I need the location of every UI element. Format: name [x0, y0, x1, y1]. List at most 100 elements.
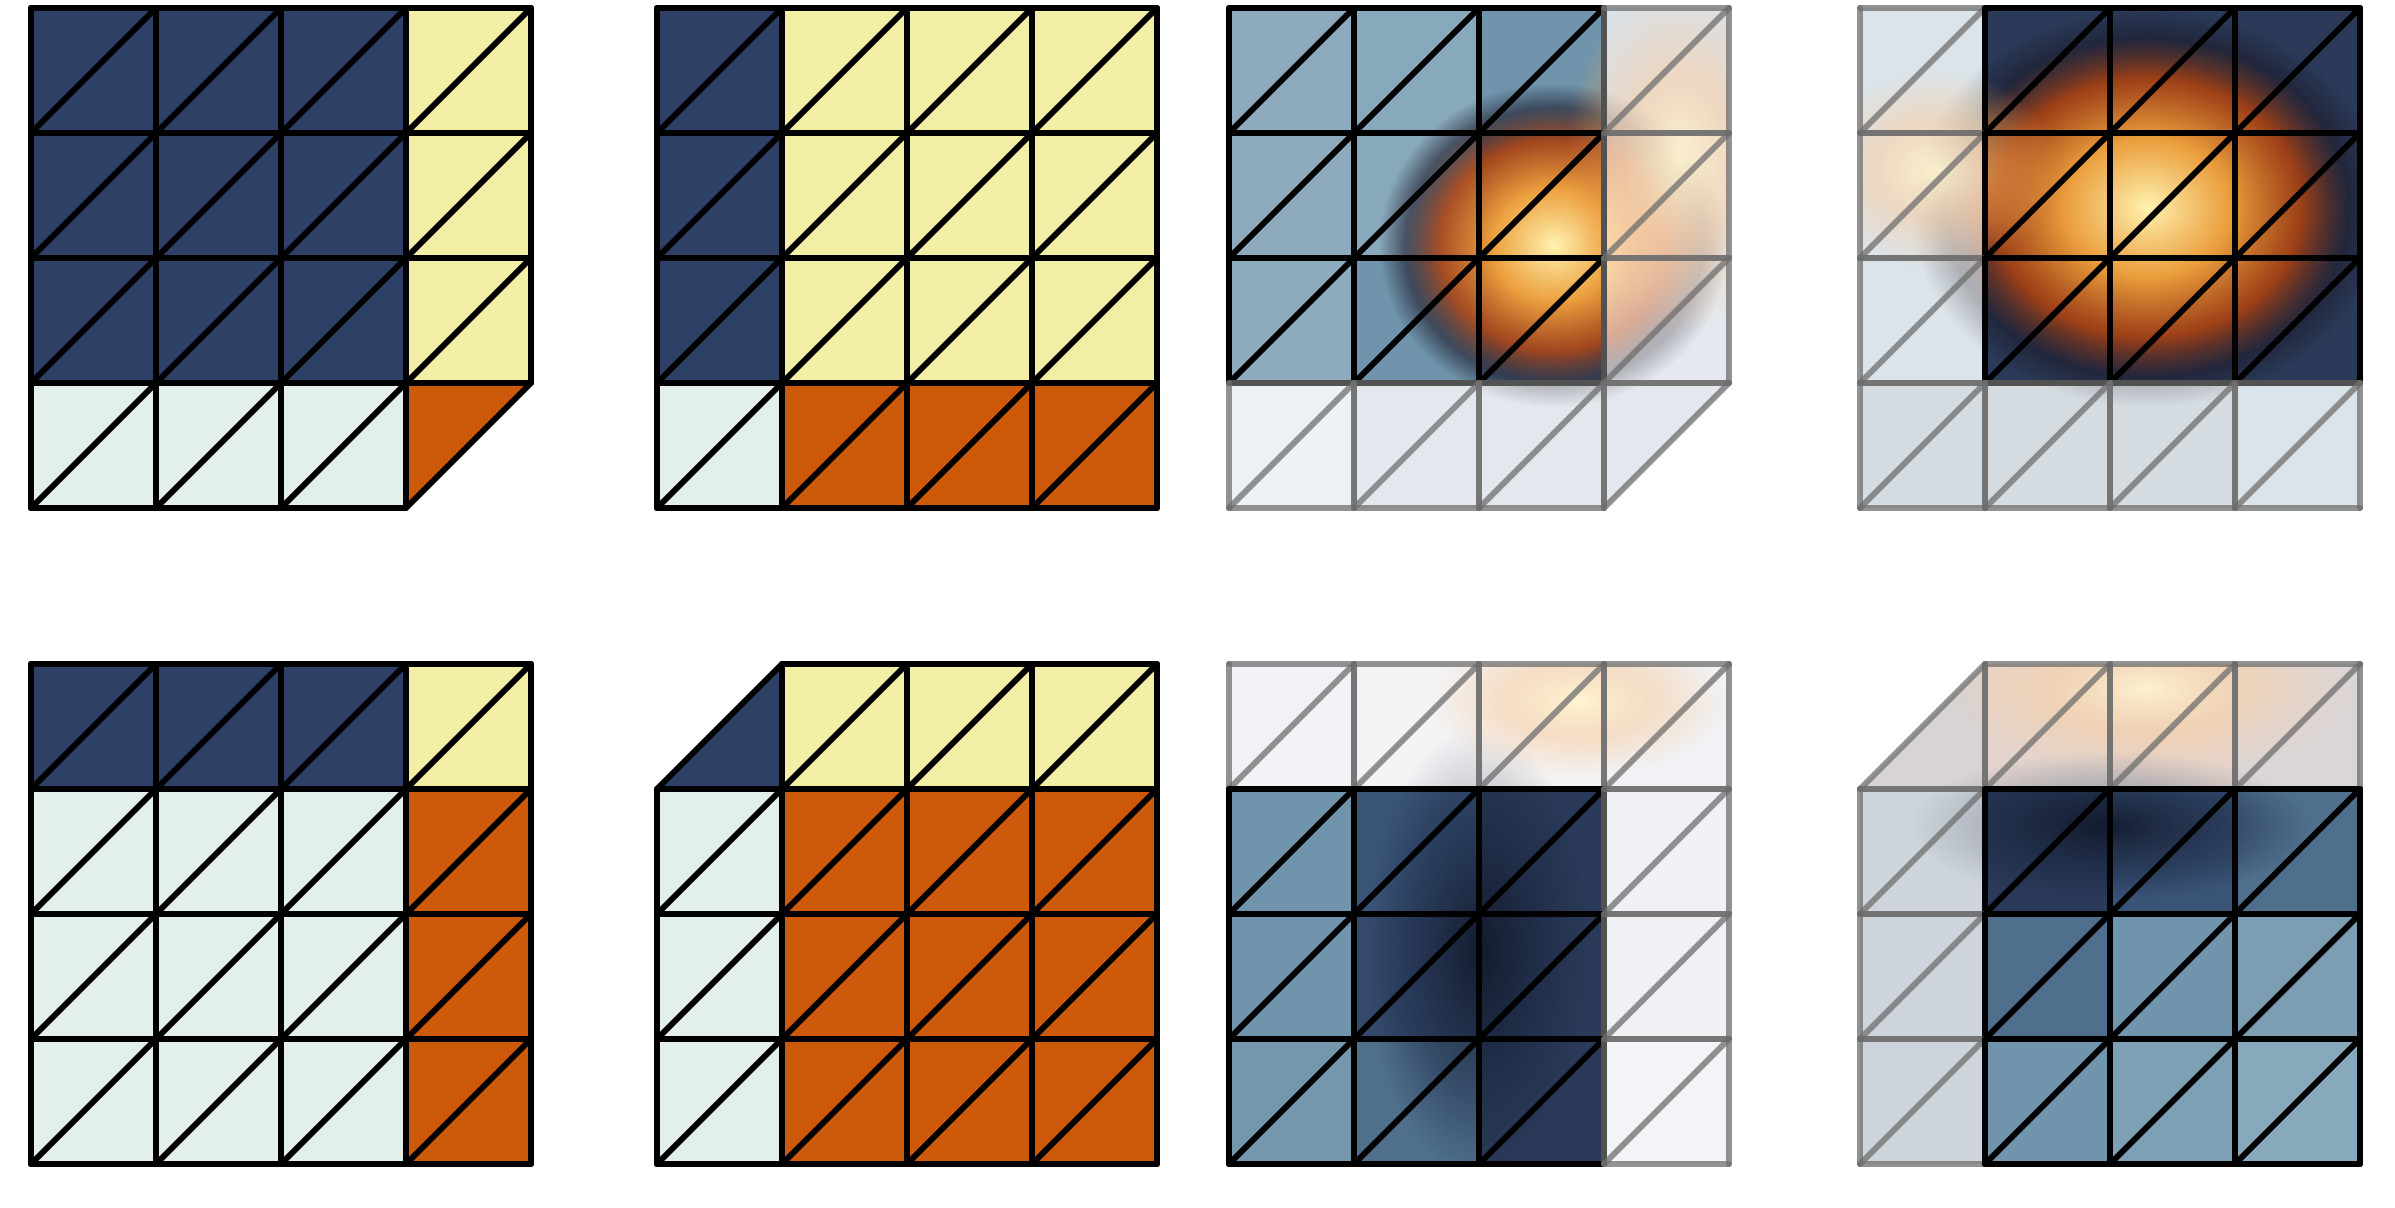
mesh-panel	[654, 661, 1160, 1167]
edge	[278, 130, 409, 261]
edge	[2107, 255, 2238, 386]
mesh-panel	[28, 661, 534, 1167]
edge	[153, 5, 284, 136]
edge	[1982, 1036, 2113, 1167]
edge	[1601, 130, 1732, 261]
edge	[1029, 255, 1160, 386]
edge	[904, 1036, 1035, 1167]
edge	[153, 1036, 284, 1167]
edge	[654, 380, 785, 511]
edge	[1476, 911, 1607, 1042]
mesh-panel	[1226, 661, 1732, 1167]
edge	[1029, 130, 1160, 261]
edge	[278, 380, 409, 511]
edge	[278, 1036, 409, 1167]
edge	[403, 130, 534, 261]
edge	[904, 786, 1035, 917]
edge	[278, 661, 409, 792]
edge	[403, 5, 534, 136]
edge	[1857, 661, 1988, 792]
edge	[278, 255, 409, 386]
edge	[1226, 255, 1357, 386]
edge	[1226, 911, 1357, 1042]
edge	[2107, 911, 2238, 1042]
edge	[2107, 5, 2238, 136]
edge	[1982, 786, 2113, 917]
edge	[1857, 380, 1988, 511]
edge	[2107, 130, 2238, 261]
edge	[654, 786, 785, 917]
edge	[1351, 5, 1482, 136]
edge	[779, 5, 910, 136]
edge	[654, 255, 785, 386]
edge	[2107, 380, 2238, 511]
edge	[1351, 661, 1482, 792]
edge	[1476, 661, 1607, 792]
edge	[28, 5, 159, 136]
edge	[904, 130, 1035, 261]
edge	[1029, 5, 1160, 136]
edge	[1351, 786, 1482, 917]
edge	[1029, 911, 1160, 1042]
edge	[1601, 911, 1732, 1042]
edge	[1857, 911, 1988, 1042]
edge	[1351, 380, 1482, 511]
edge	[1982, 911, 2113, 1042]
edge	[1857, 786, 1988, 917]
edge	[2232, 255, 2363, 386]
edge	[779, 786, 910, 917]
edge	[1476, 1036, 1607, 1167]
edge	[28, 255, 159, 386]
edge	[654, 661, 785, 792]
edge	[2232, 661, 2363, 792]
edge	[1601, 255, 1732, 386]
edge	[1029, 661, 1160, 792]
edge	[403, 255, 534, 386]
edge	[278, 786, 409, 917]
edge	[2232, 130, 2363, 261]
edge	[1601, 1036, 1732, 1167]
edge	[153, 911, 284, 1042]
edge	[1226, 130, 1357, 261]
edge	[779, 255, 910, 386]
edge	[1351, 255, 1482, 386]
edge	[1982, 255, 2113, 386]
edge	[28, 380, 159, 511]
edge	[403, 911, 534, 1042]
edge	[904, 380, 1035, 511]
edge	[904, 661, 1035, 792]
edge	[1601, 380, 1732, 511]
edge	[28, 786, 159, 917]
mesh-panel	[654, 5, 1160, 511]
edge	[2107, 661, 2238, 792]
edge	[1476, 255, 1607, 386]
edge	[1857, 5, 1988, 136]
edge	[1351, 911, 1482, 1042]
edge	[1029, 380, 1160, 511]
edge	[1226, 1036, 1357, 1167]
edge	[779, 1036, 910, 1167]
edge	[28, 1036, 159, 1167]
edge	[1476, 130, 1607, 261]
edge	[403, 786, 534, 917]
edge	[1029, 1036, 1160, 1167]
edge	[1601, 5, 1732, 136]
edge	[2107, 1036, 2238, 1167]
edge	[2232, 911, 2363, 1042]
edge	[2232, 5, 2363, 136]
edge	[1982, 130, 2113, 261]
edge	[904, 255, 1035, 386]
edge	[779, 661, 910, 792]
edge	[403, 380, 534, 511]
mesh-panel	[1226, 5, 1732, 511]
edge	[904, 5, 1035, 136]
edge	[2232, 786, 2363, 917]
edge	[654, 1036, 785, 1167]
edge	[153, 661, 284, 792]
edge	[1857, 1036, 1988, 1167]
edge	[1226, 380, 1357, 511]
edge	[28, 911, 159, 1042]
edge	[2107, 786, 2238, 917]
